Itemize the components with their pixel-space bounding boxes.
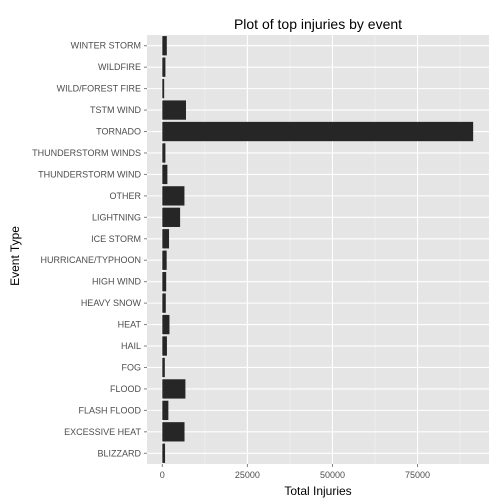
- bar: [162, 336, 167, 356]
- bar: [162, 207, 181, 227]
- bar: [162, 443, 166, 463]
- x-tick-label: 0: [160, 470, 165, 480]
- bar: [162, 422, 185, 442]
- bar: [162, 379, 186, 399]
- x-axis: 0 25000 50000 75000: [160, 464, 430, 480]
- bar: [162, 100, 186, 120]
- y-tick-label: WINTER STORM: [71, 41, 141, 51]
- bar: [162, 357, 165, 378]
- y-tick-label: ICE STORM: [91, 234, 141, 244]
- y-tick-label: OTHER: [110, 191, 142, 201]
- x-tick-label: 50000: [320, 470, 345, 480]
- y-tick-label: TORNADO: [96, 127, 141, 137]
- y-tick-label: FLASH FLOOD: [78, 405, 141, 415]
- bar: [162, 57, 166, 77]
- bars: [162, 36, 474, 463]
- x-tick-label: 25000: [235, 470, 260, 480]
- bar: [162, 229, 170, 249]
- plot-panel: [147, 35, 489, 464]
- bar: [162, 164, 168, 185]
- y-tick-label: WILD/FOREST FIRE: [57, 84, 141, 94]
- y-tick-label: BLIZZARD: [97, 448, 141, 458]
- y-tick-label: THUNDERSTORM WINDS: [32, 148, 141, 158]
- y-tick-label: TSTM WIND: [90, 105, 141, 115]
- bar: [162, 143, 166, 163]
- y-tick-label: LIGHTNING: [92, 212, 141, 222]
- bar: [162, 250, 167, 270]
- chart-title: Plot of top injuries by event: [234, 16, 402, 32]
- bar: [162, 293, 166, 313]
- bar: [162, 400, 169, 421]
- y-tick-label: WILDFIRE: [98, 62, 141, 72]
- y-tick-label: HAIL: [121, 341, 141, 351]
- y-tick-label: HEAVY SNOW: [81, 298, 142, 308]
- y-axis: WINTER STORM WILDFIRE WILD/FOREST FIRE TSTM…: [32, 41, 147, 458]
- y-tick-label: HIGH WIND: [92, 277, 141, 287]
- x-axis-title: Total Injuries: [284, 484, 351, 498]
- y-tick-label: HURRICANE/TYPHOON: [40, 255, 141, 265]
- y-tick-label: THUNDERSTORM WIND: [38, 169, 141, 179]
- bar: [162, 78, 165, 99]
- y-tick-label: FLOOD: [110, 384, 142, 394]
- y-axis-title: Event Type: [8, 226, 22, 286]
- bar: [162, 121, 474, 142]
- y-tick-label: FOG: [122, 362, 142, 372]
- x-tick-label: 75000: [405, 470, 430, 480]
- bar: [162, 36, 167, 56]
- bar: [162, 186, 185, 206]
- bar: [162, 272, 167, 292]
- bar: [162, 314, 170, 335]
- y-tick-label: EXCESSIVE HEAT: [64, 427, 141, 437]
- y-tick-label: HEAT: [118, 320, 142, 330]
